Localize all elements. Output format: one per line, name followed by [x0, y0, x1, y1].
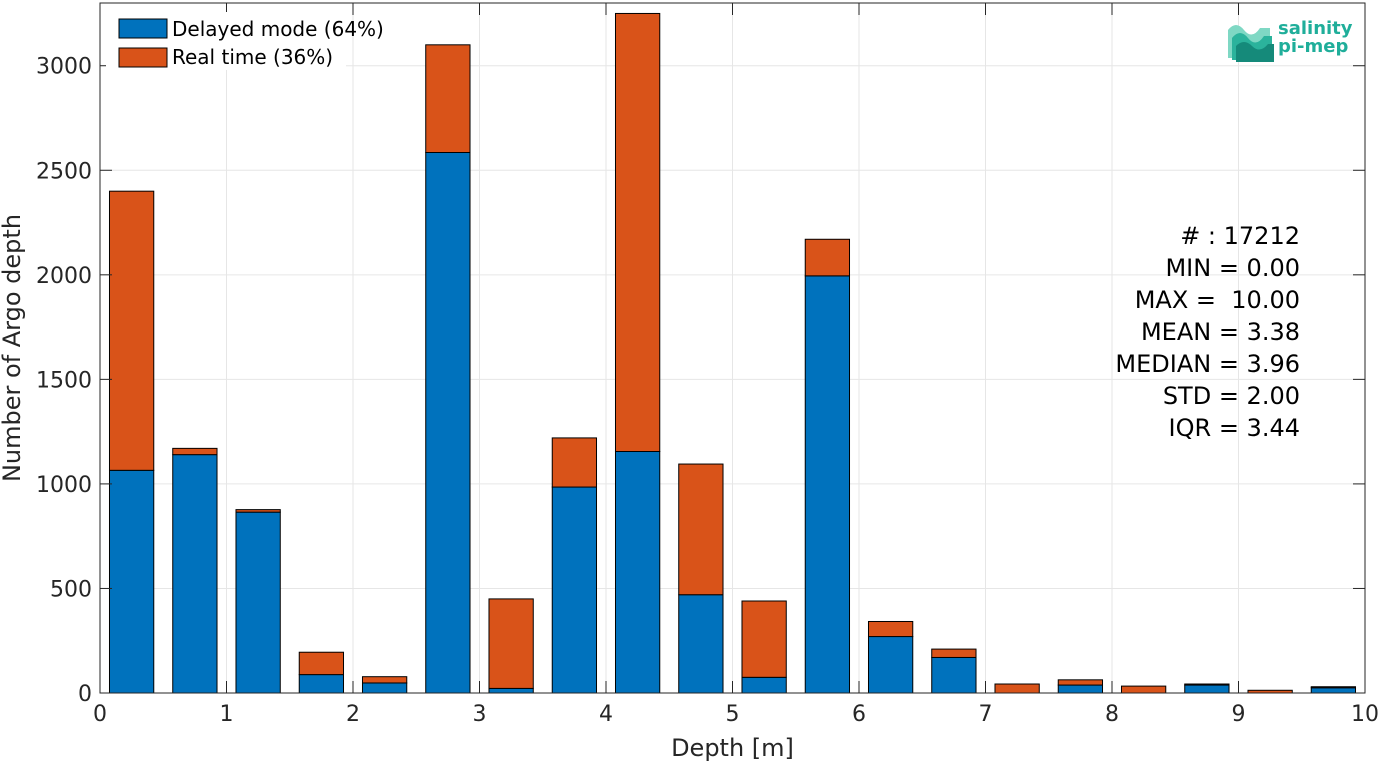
bar-real-time [867, 620, 914, 638]
bar-delayed-mode [1057, 684, 1104, 694]
bar-real-time [931, 648, 977, 658]
bar-delayed-mode [741, 676, 787, 694]
bar-real-time [804, 238, 851, 277]
legend-swatch-delayed [118, 18, 168, 39]
bar-delayed-mode [614, 451, 661, 694]
logo-text-salinity: salinity [1278, 18, 1353, 39]
bars [108, 12, 1357, 694]
bar-real-time [741, 600, 787, 678]
bar-delayed-mode [804, 275, 851, 694]
bar-real-time [1057, 679, 1104, 686]
bar-real-time [1310, 686, 1357, 689]
x-tick-label: 4 [599, 702, 613, 727]
legend-label-realtime: Real time (36%) [172, 45, 333, 69]
grid-lines [99, 3, 1366, 694]
x-tick-label: 2 [346, 702, 360, 727]
x-tick-label: 9 [1232, 702, 1246, 727]
x-tick-label: 6 [852, 702, 866, 727]
legend-swatch-realtime [118, 47, 168, 68]
x-tick-label: 7 [979, 702, 993, 727]
stats-box: # : 17212 MIN = 0.00 MAX = 10.00 MEAN = … [1115, 222, 1300, 442]
wave-logo-icon [1228, 25, 1274, 62]
y-axis-label: Number of Argo depth [0, 214, 26, 482]
bar-real-time [172, 447, 218, 456]
y-tick-label: 3000 [36, 55, 92, 80]
bar-delayed-mode [488, 687, 534, 694]
stat-min: MIN = 0.00 [1165, 254, 1300, 282]
stat-iqr: IQR = 3.44 [1169, 414, 1300, 442]
bar-real-time [425, 44, 471, 153]
x-tick-label: 1 [220, 702, 234, 727]
bar-delayed-mode [235, 511, 281, 694]
bar-real-time [108, 190, 155, 471]
bar-real-time [678, 463, 724, 596]
x-tick-label: 5 [726, 702, 740, 727]
stat-count: # : 17212 [1180, 222, 1300, 250]
bar-delayed-mode [361, 682, 408, 694]
y-tick-label: 0 [78, 682, 92, 707]
x-tick-label: 10 [1351, 702, 1378, 727]
x-axis-label: Depth [m] [671, 734, 794, 762]
y-tick-label: 2000 [36, 264, 92, 289]
stat-std: STD = 2.00 [1163, 382, 1300, 410]
x-tick-label: 8 [1105, 702, 1119, 727]
salinity-pi-mep-logo: salinity pi-mep [1228, 18, 1353, 62]
bar-delayed-mode [678, 594, 724, 694]
y-axis-ticks: 0 500 1000 1500 2000 2500 3000 [36, 55, 1365, 707]
bar-real-time [298, 651, 345, 676]
bar-delayed-mode [551, 486, 598, 694]
x-axis-ticks: 0 1 2 3 4 5 6 7 8 9 10 [93, 3, 1378, 727]
bar-real-time [994, 683, 1040, 694]
bar-real-time [1120, 685, 1167, 694]
bar-delayed-mode [108, 469, 155, 694]
logo-text-pi-mep: pi-mep [1278, 36, 1348, 57]
bar-real-time [1184, 683, 1230, 686]
bar-real-time [361, 676, 408, 684]
bar-real-time [614, 12, 661, 452]
bar-delayed-mode [425, 152, 471, 694]
bar-delayed-mode [172, 454, 218, 694]
stat-max: MAX = 10.00 [1135, 286, 1300, 314]
bar-delayed-mode [931, 656, 977, 694]
y-tick-label: 1000 [36, 473, 92, 498]
bar-delayed-mode [867, 636, 914, 694]
bar-delayed-mode [1184, 684, 1230, 694]
x-tick-label: 3 [473, 702, 487, 727]
bar-real-time [551, 437, 598, 488]
y-tick-label: 1500 [36, 368, 92, 393]
legend-label-delayed: Delayed mode (64%) [172, 17, 384, 41]
legend: Delayed mode (64%) Real time (36%) [106, 12, 384, 70]
x-tick-label: 0 [93, 702, 107, 727]
bar-delayed-mode [1310, 687, 1357, 694]
bar-delayed-mode [298, 674, 345, 694]
y-tick-label: 2500 [36, 159, 92, 184]
y-tick-label: 500 [50, 577, 92, 602]
bar-real-time [235, 509, 281, 513]
stat-mean: MEAN = 3.38 [1141, 318, 1300, 346]
stat-median: MEDIAN = 3.96 [1115, 350, 1300, 378]
bar-real-time [488, 598, 534, 689]
